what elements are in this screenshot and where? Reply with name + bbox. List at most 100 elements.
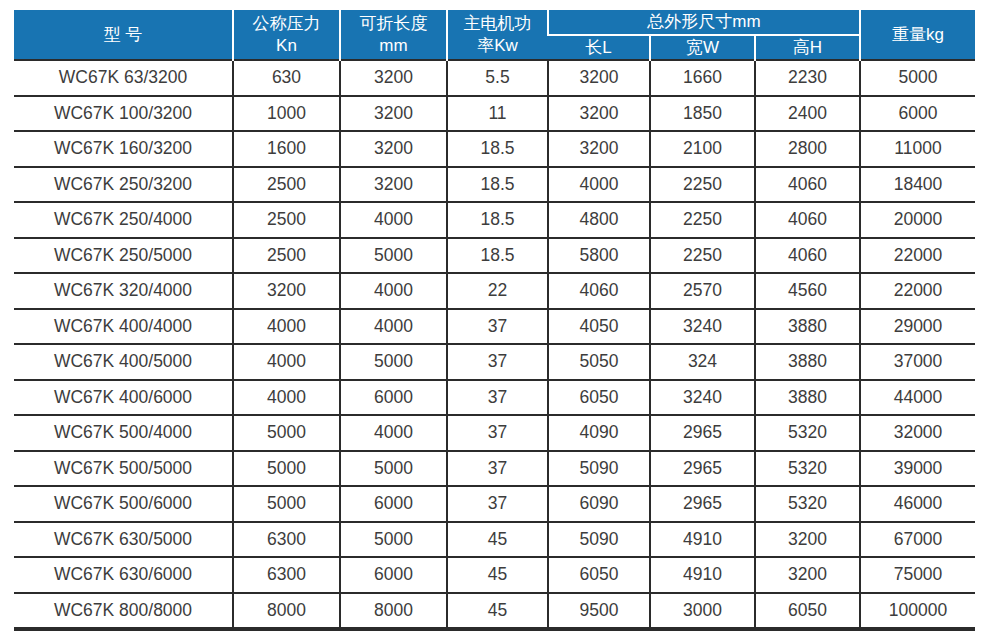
header-dim-height: 高H xyxy=(755,35,860,60)
table-row: WC67K 400/500040005000375050324388037000 xyxy=(14,344,975,380)
value-cell: 37 xyxy=(447,415,548,451)
value-cell: 6300 xyxy=(233,557,340,593)
value-cell: 11000 xyxy=(860,131,975,167)
value-cell: 630 xyxy=(233,60,340,96)
value-cell: 6300 xyxy=(233,522,340,558)
value-cell: 6050 xyxy=(755,593,860,630)
value-cell: 4800 xyxy=(548,202,650,238)
value-cell: 4000 xyxy=(340,415,447,451)
header-model: 型 号 xyxy=(14,10,233,60)
header-dim-width: 宽W xyxy=(650,35,755,60)
value-cell: 3200 xyxy=(548,60,650,96)
value-cell: 6000 xyxy=(340,486,447,522)
model-cell: WC67K 400/4000 xyxy=(14,309,233,345)
value-cell: 4000 xyxy=(340,273,447,309)
value-cell: 3200 xyxy=(340,60,447,96)
model-cell: WC67K 63/3200 xyxy=(14,60,233,96)
value-cell: 4060 xyxy=(755,238,860,274)
value-cell: 5090 xyxy=(548,522,650,558)
value-cell: 45 xyxy=(447,557,548,593)
value-cell: 1850 xyxy=(650,96,755,132)
value-cell: 18.5 xyxy=(447,238,548,274)
value-cell: 6000 xyxy=(340,380,447,416)
value-cell: 4560 xyxy=(755,273,860,309)
value-cell: 37 xyxy=(447,344,548,380)
value-cell: 4050 xyxy=(548,309,650,345)
header-dimensions-group: 总外形尺寸mm xyxy=(548,10,860,35)
value-cell: 4060 xyxy=(548,273,650,309)
table-row: WC67K 630/600063006000456050491032007500… xyxy=(14,557,975,593)
value-cell: 5000 xyxy=(233,486,340,522)
value-cell: 100000 xyxy=(860,593,975,630)
value-cell: 3880 xyxy=(755,309,860,345)
value-cell: 2965 xyxy=(650,451,755,487)
value-cell: 8000 xyxy=(233,593,340,630)
table-row: WC67K 160/32001600320018.532002100280011… xyxy=(14,131,975,167)
value-cell: 4060 xyxy=(755,167,860,203)
model-cell: WC67K 320/4000 xyxy=(14,273,233,309)
table-row: WC67K 63/320063032005.53200166022305000 xyxy=(14,60,975,96)
value-cell: 18.5 xyxy=(447,202,548,238)
value-cell: 45 xyxy=(447,522,548,558)
value-cell: 3000 xyxy=(650,593,755,630)
table-row: WC67K 320/400032004000224060257045602200… xyxy=(14,273,975,309)
model-cell: WC67K 160/3200 xyxy=(14,131,233,167)
value-cell: 4910 xyxy=(650,522,755,558)
value-cell: 22000 xyxy=(860,273,975,309)
value-cell: 5000 xyxy=(340,238,447,274)
value-cell: 5000 xyxy=(340,344,447,380)
value-cell: 46000 xyxy=(860,486,975,522)
header-model-label: 型 号 xyxy=(14,24,232,45)
table-row: WC67K 250/50002500500018.558002250406022… xyxy=(14,238,975,274)
value-cell: 3880 xyxy=(755,344,860,380)
table-row: WC67K 630/500063005000455090491032006700… xyxy=(14,522,975,558)
value-cell: 4000 xyxy=(548,167,650,203)
value-cell: 2800 xyxy=(755,131,860,167)
value-cell: 324 xyxy=(650,344,755,380)
specification-page: 型 号 公称压力 Kn 可折长度 mm 主电机功 率Kw 总外形尺寸mm 重量k… xyxy=(0,0,992,641)
header-pressure-line2: Kn xyxy=(234,35,339,56)
value-cell: 2250 xyxy=(650,167,755,203)
value-cell: 4910 xyxy=(650,557,755,593)
value-cell: 3880 xyxy=(755,380,860,416)
value-cell: 2965 xyxy=(650,415,755,451)
model-cell: WC67K 500/6000 xyxy=(14,486,233,522)
value-cell: 3200 xyxy=(548,96,650,132)
value-cell: 5000 xyxy=(233,415,340,451)
value-cell: 37 xyxy=(447,486,548,522)
value-cell: 2400 xyxy=(755,96,860,132)
model-cell: WC67K 630/6000 xyxy=(14,557,233,593)
value-cell: 37 xyxy=(447,451,548,487)
value-cell: 67000 xyxy=(860,522,975,558)
table-row: WC67K 250/40002500400018.548002250406020… xyxy=(14,202,975,238)
value-cell: 37000 xyxy=(860,344,975,380)
value-cell: 3200 xyxy=(233,273,340,309)
value-cell: 45 xyxy=(447,593,548,630)
model-cell: WC67K 400/6000 xyxy=(14,380,233,416)
value-cell: 5000 xyxy=(860,60,975,96)
value-cell: 2500 xyxy=(233,202,340,238)
value-cell: 4000 xyxy=(233,380,340,416)
value-cell: 39000 xyxy=(860,451,975,487)
spec-table: 型 号 公称压力 Kn 可折长度 mm 主电机功 率Kw 总外形尺寸mm 重量k… xyxy=(14,10,975,631)
value-cell: 3200 xyxy=(340,167,447,203)
value-cell: 3200 xyxy=(340,96,447,132)
value-cell: 2570 xyxy=(650,273,755,309)
value-cell: 32000 xyxy=(860,415,975,451)
table-row: WC67K 250/32002500320018.540002250406018… xyxy=(14,167,975,203)
value-cell: 5800 xyxy=(548,238,650,274)
model-cell: WC67K 400/5000 xyxy=(14,344,233,380)
value-cell: 6000 xyxy=(340,557,447,593)
value-cell: 2965 xyxy=(650,486,755,522)
header-fold-length-line2: mm xyxy=(341,35,446,56)
model-cell: WC67K 100/3200 xyxy=(14,96,233,132)
header-pressure-line1: 公称压力 xyxy=(234,13,339,34)
header-pressure: 公称压力 Kn xyxy=(233,10,340,60)
value-cell: 5320 xyxy=(755,415,860,451)
model-cell: WC67K 500/5000 xyxy=(14,451,233,487)
value-cell: 8000 xyxy=(340,593,447,630)
value-cell: 6050 xyxy=(548,557,650,593)
value-cell: 11 xyxy=(447,96,548,132)
table-row: WC67K 100/320010003200113200185024006000 xyxy=(14,96,975,132)
value-cell: 18400 xyxy=(860,167,975,203)
